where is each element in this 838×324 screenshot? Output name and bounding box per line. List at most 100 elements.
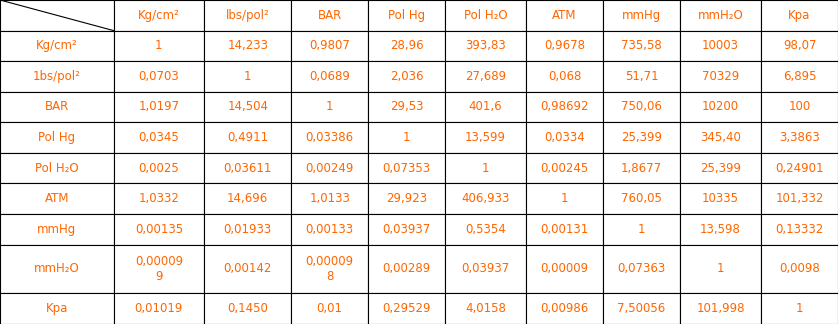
Text: 0,1450: 0,1450: [227, 302, 268, 315]
Text: 1,0197: 1,0197: [138, 100, 179, 113]
Text: 1: 1: [796, 302, 804, 315]
Bar: [603, 294, 680, 324]
Bar: [291, 0, 368, 30]
Text: mmHg: mmHg: [622, 9, 661, 22]
Text: Pol H₂O: Pol H₂O: [463, 9, 508, 22]
Text: 28,96: 28,96: [390, 39, 423, 52]
Text: 1,0332: 1,0332: [138, 192, 179, 205]
Bar: [445, 183, 526, 214]
Text: 0,01: 0,01: [317, 302, 343, 315]
Bar: [113, 294, 204, 324]
Bar: [680, 61, 761, 92]
Bar: [113, 92, 204, 122]
Text: BAR: BAR: [44, 100, 69, 113]
Bar: [368, 0, 445, 30]
Text: 0,9678: 0,9678: [544, 39, 585, 52]
Bar: [113, 214, 204, 245]
Text: 0,4911: 0,4911: [227, 131, 268, 144]
Bar: [204, 183, 291, 214]
Bar: [680, 122, 761, 153]
Text: 13,598: 13,598: [700, 223, 741, 236]
Text: 0,00249: 0,00249: [306, 162, 354, 175]
Bar: [368, 30, 445, 61]
Bar: [603, 30, 680, 61]
Bar: [0, 183, 113, 214]
Text: 7,50056: 7,50056: [618, 302, 665, 315]
Text: Kpa: Kpa: [45, 302, 68, 315]
Text: ATM: ATM: [552, 9, 577, 22]
Bar: [368, 61, 445, 92]
Bar: [204, 0, 291, 30]
Bar: [761, 61, 838, 92]
Bar: [113, 122, 204, 153]
Text: 0,00135: 0,00135: [135, 223, 183, 236]
Bar: [291, 61, 368, 92]
Text: 2,036: 2,036: [390, 70, 423, 83]
Bar: [445, 122, 526, 153]
Text: 6,895: 6,895: [783, 70, 816, 83]
Text: Pol H₂O: Pol H₂O: [35, 162, 79, 175]
Bar: [445, 30, 526, 61]
Text: 0,00009: 0,00009: [541, 262, 588, 275]
Bar: [0, 294, 113, 324]
Text: 1,0133: 1,0133: [309, 192, 350, 205]
Text: ATM: ATM: [44, 192, 69, 205]
Text: 0,29529: 0,29529: [382, 302, 431, 315]
Text: 1bs/pol²: 1bs/pol²: [33, 70, 80, 83]
Bar: [204, 245, 291, 294]
Text: 750,06: 750,06: [621, 100, 662, 113]
Bar: [0, 214, 113, 245]
Text: 14,696: 14,696: [227, 192, 268, 205]
Bar: [603, 61, 680, 92]
Bar: [0, 153, 113, 183]
Bar: [368, 153, 445, 183]
Bar: [526, 183, 603, 214]
Text: 0,0098: 0,0098: [779, 262, 820, 275]
Text: 0,00245: 0,00245: [541, 162, 589, 175]
Bar: [761, 214, 838, 245]
Bar: [680, 245, 761, 294]
Text: 345,40: 345,40: [700, 131, 741, 144]
Text: 10003: 10003: [702, 39, 739, 52]
Bar: [204, 122, 291, 153]
Bar: [445, 92, 526, 122]
Text: 10335: 10335: [702, 192, 739, 205]
Bar: [291, 294, 368, 324]
Text: mmHg: mmHg: [37, 223, 76, 236]
Text: Kg/cm²: Kg/cm²: [36, 39, 78, 52]
Text: 0,00131: 0,00131: [541, 223, 589, 236]
Bar: [368, 294, 445, 324]
Bar: [603, 183, 680, 214]
Bar: [445, 214, 526, 245]
Bar: [526, 122, 603, 153]
Bar: [204, 61, 291, 92]
Bar: [368, 183, 445, 214]
Bar: [526, 92, 603, 122]
Text: 25,399: 25,399: [700, 162, 741, 175]
Text: 1: 1: [638, 223, 645, 236]
Bar: [0, 61, 113, 92]
Text: 0,98692: 0,98692: [541, 100, 589, 113]
Text: 27,689: 27,689: [465, 70, 506, 83]
Bar: [603, 214, 680, 245]
Bar: [291, 245, 368, 294]
Text: 98,07: 98,07: [783, 39, 816, 52]
Bar: [680, 294, 761, 324]
Bar: [445, 0, 526, 30]
Bar: [445, 61, 526, 92]
Text: Kg/cm²: Kg/cm²: [138, 9, 180, 22]
Text: Pol Hg: Pol Hg: [388, 9, 425, 22]
Text: 0,00009
8: 0,00009 8: [306, 255, 354, 283]
Bar: [204, 153, 291, 183]
Text: 735,58: 735,58: [621, 39, 662, 52]
Bar: [603, 0, 680, 30]
Bar: [761, 92, 838, 122]
Text: 3,3863: 3,3863: [779, 131, 820, 144]
Bar: [761, 0, 838, 30]
Text: 10200: 10200: [702, 100, 739, 113]
Bar: [761, 30, 838, 61]
Text: mmH₂O: mmH₂O: [34, 262, 80, 275]
Bar: [761, 122, 838, 153]
Bar: [526, 0, 603, 30]
Bar: [526, 245, 603, 294]
